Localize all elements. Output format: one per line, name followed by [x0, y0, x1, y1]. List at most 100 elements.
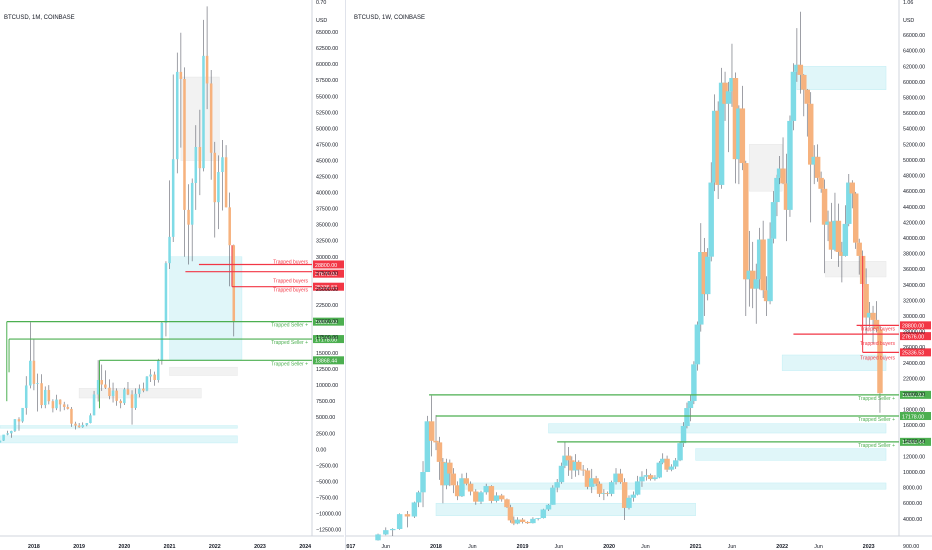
y-tick-label: 22000.00 [903, 376, 925, 382]
candle-body [138, 388, 141, 394]
trapped-label: Trapped buyers [860, 355, 895, 361]
candle-body [108, 387, 111, 397]
candle-body [569, 460, 575, 471]
candle-body [576, 461, 582, 470]
candle-body [808, 103, 814, 165]
x-tick-label: 2020 [118, 544, 130, 550]
candle-body [601, 493, 607, 494]
candle-body [179, 71, 183, 79]
candle-body [621, 482, 628, 508]
chart-panel-weekly[interactable]: Trapped buyers 28800.00 Trapped buyers 2767… [345, 0, 932, 550]
candle-body [100, 380, 104, 385]
zone-box [781, 354, 887, 371]
candle-body [36, 383, 39, 385]
candle-body [511, 520, 517, 524]
y-tick-label: 22500.00 [316, 303, 338, 309]
y-tick-label: −5000.00 [316, 479, 338, 485]
candle-body [81, 424, 85, 428]
zone-box [435, 502, 696, 516]
candle-body [604, 493, 611, 494]
candle-body [70, 408, 73, 424]
candle-body [390, 528, 396, 531]
candle-body [825, 221, 831, 225]
candle-body [213, 152, 217, 203]
price-tag-value: 28800.00 [315, 263, 337, 269]
trapped-label: Trapped Seller + [271, 323, 308, 329]
candle-body [668, 466, 675, 470]
candle-body [797, 64, 804, 75]
y-tick-label: 66000.00 [903, 33, 925, 39]
price-tag-value: 13868.44 [902, 440, 924, 446]
candle-body [565, 455, 572, 461]
candle-body [814, 156, 821, 178]
candle-body [866, 312, 873, 318]
price-tag [900, 390, 931, 399]
y-tick-label: 900.00 [903, 544, 919, 550]
y-tick-label: 8000.00 [903, 486, 922, 492]
y-tick-label: 10000.00 [903, 470, 925, 476]
candle-body [821, 188, 828, 225]
price-tag [313, 282, 344, 291]
candle-body [790, 71, 797, 121]
y-tick-label: 56000.00 [903, 111, 925, 117]
trapped-label: Trapped Seller + [858, 417, 895, 423]
chart-panel-monthly[interactable]: Trapped buyers 28800.00 Trapped buyers 2767… [0, 0, 344, 550]
price-tag [900, 437, 931, 446]
monthly-chart-canvas[interactable]: Trapped buyers 28800.00 Trapped buyers 2767… [0, 0, 344, 550]
candle-body [617, 473, 624, 483]
candle-body [43, 389, 47, 406]
candle-body [2, 434, 5, 441]
candle-body [478, 492, 484, 502]
zone-box [0, 435, 238, 444]
y-tick-label: 36000.00 [903, 267, 925, 273]
axis-unit-label: USD [316, 18, 327, 24]
price-tag [313, 269, 344, 278]
price-tag [900, 321, 931, 330]
candle-body [572, 461, 579, 471]
candle-body [183, 78, 186, 210]
axis-unit-label: USD [903, 18, 914, 24]
candle-body [13, 419, 17, 431]
price-tag [313, 317, 344, 326]
y-tick-label: 7500.00 [316, 399, 335, 405]
candle-body [634, 481, 641, 495]
candle-body [198, 146, 202, 169]
candle-body [74, 423, 77, 426]
price-tag-value: 19891.99 [902, 393, 924, 399]
candle-body [66, 406, 70, 409]
candle-body [488, 486, 495, 501]
candle-body [877, 329, 883, 394]
candle-body [130, 394, 134, 408]
candle-body [24, 385, 28, 408]
candle-body [652, 477, 658, 480]
y-tick-label: 45000.00 [316, 158, 338, 164]
zone-box [461, 482, 887, 490]
candle-body [736, 108, 742, 160]
candle-body [115, 390, 118, 401]
candle-body [846, 182, 852, 224]
y-tick-label: 12000.00 [903, 454, 925, 460]
candle-body [428, 421, 435, 441]
candle-body [483, 486, 489, 493]
candle-body [168, 236, 171, 264]
weekly-chart-canvas[interactable]: Trapped buyers 28800.00 Trapped buyers 2767… [346, 0, 932, 550]
x-tick-label: 2022 [209, 544, 221, 550]
price-tag [900, 332, 931, 341]
candle-body [232, 245, 236, 322]
price-tag-value: 27676.00 [315, 272, 337, 278]
y-tick-label: 52500.00 [316, 110, 338, 116]
trapped-label: Trapped buyers [273, 279, 308, 285]
candle-body [842, 223, 849, 256]
candle-body [550, 487, 556, 505]
y-tick-label: 34000.00 [903, 283, 925, 289]
candle-body [832, 220, 838, 250]
y-tick-label: 46000.00 [903, 189, 925, 195]
y-tick-label: 47500.00 [316, 142, 338, 148]
price-tag [313, 260, 344, 269]
candle-body [450, 473, 457, 486]
candle-body [739, 108, 746, 164]
y-tick-label: 35000.00 [316, 223, 338, 229]
y-tick-label: 26000.00 [903, 345, 925, 351]
candle-body [698, 252, 704, 325]
x-tick-label: Jun [382, 544, 391, 550]
